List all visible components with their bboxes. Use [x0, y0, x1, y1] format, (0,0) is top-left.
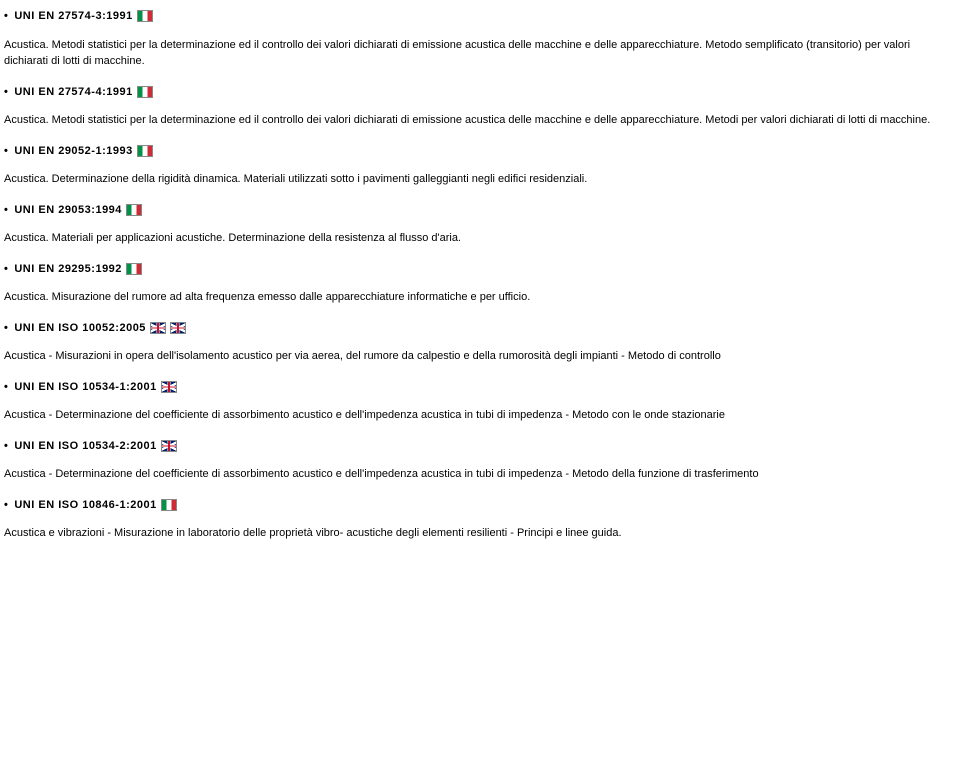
bullet: • [4, 84, 8, 101]
standard-code: UNI EN ISO 10052:2005 [14, 320, 146, 337]
standard-code-line: • UNI EN ISO 10846-1:2001 [4, 497, 956, 514]
flag-italy-icon [137, 86, 153, 98]
flag-italy-icon [126, 204, 142, 216]
standard-code-line: • UNI EN ISO 10534-1:2001 [4, 379, 956, 396]
standard-entry: • UNI EN 29053:1994 Acustica. Materiali pe… [4, 202, 956, 247]
flag-italy-icon [137, 10, 153, 22]
flag-uk-icon [161, 440, 177, 452]
standard-description: Acustica - Determinazione del coefficien… [4, 466, 956, 483]
standard-description: Acustica. Metodi statistici per la deter… [4, 112, 956, 129]
bullet: • [4, 261, 8, 278]
standard-code-line: • UNI EN 27574-4:1991 [4, 84, 956, 101]
flag-uk-icon [170, 322, 186, 334]
standard-code: UNI EN 29052-1:1993 [14, 143, 132, 160]
standard-code: UNI EN 27574-3:1991 [14, 8, 132, 25]
flag-italy-icon [161, 499, 177, 511]
standard-description: Acustica - Determinazione del coefficien… [4, 407, 956, 424]
standard-description: Acustica e vibrazioni - Misurazione in l… [4, 525, 956, 542]
standard-code: UNI EN 29295:1992 [14, 261, 122, 278]
standard-entry: • UNI EN ISO 10534-1:2001 Acustica - Deter… [4, 379, 956, 424]
standard-entry: • UNI EN ISO 10846-1:2001 Acustica e vibra… [4, 497, 956, 542]
bullet: • [4, 438, 8, 455]
bullet: • [4, 8, 8, 25]
standard-description: Acustica. Determinazione della rigidità … [4, 171, 956, 188]
standard-entry: • UNI EN 29052-1:1993 Acustica. Determinaz… [4, 143, 956, 188]
flag-italy-icon [126, 263, 142, 275]
standard-description: Acustica. Metodi statistici per la deter… [4, 37, 956, 70]
standard-description: Acustica. Materiali per applicazioni acu… [4, 230, 956, 247]
standard-entry: • UNI EN 27574-3:1991 Acustica. Metodi st… [4, 8, 956, 70]
standard-entry: • UNI EN ISO 10052:2005 Acustica - Misuraz… [4, 320, 956, 365]
flag-uk-icon [161, 381, 177, 393]
flag-italy-icon [137, 145, 153, 157]
flag-uk-icon [150, 322, 166, 334]
standards-list: • UNI EN 27574-3:1991 Acustica. Metodi st… [4, 8, 956, 542]
bullet: • [4, 379, 8, 396]
bullet: • [4, 202, 8, 219]
standard-code-line: • UNI EN ISO 10052:2005 [4, 320, 956, 337]
standard-code: UNI EN ISO 10534-2:2001 [14, 438, 156, 455]
standard-description: Acustica - Misurazioni in opera dell'iso… [4, 348, 956, 365]
standard-entry: • UNI EN ISO 10534-2:2001 Acustica - Deter… [4, 438, 956, 483]
standard-code-line: • UNI EN 29053:1994 [4, 202, 956, 219]
standard-code-line: • UNI EN 29295:1992 [4, 261, 956, 278]
bullet: • [4, 320, 8, 337]
standard-code: UNI EN 27574-4:1991 [14, 84, 132, 101]
standard-code-line: • UNI EN 29052-1:1993 [4, 143, 956, 160]
standard-code: UNI EN 29053:1994 [14, 202, 122, 219]
standard-code: UNI EN ISO 10846-1:2001 [14, 497, 156, 514]
standard-code: UNI EN ISO 10534-1:2001 [14, 379, 156, 396]
bullet: • [4, 497, 8, 514]
standard-description: Acustica. Misurazione del rumore ad alta… [4, 289, 956, 306]
standard-entry: • UNI EN 27574-4:1991 Acustica. Metodi sta… [4, 84, 956, 129]
standard-code-line: • UNI EN 27574-3:1991 [4, 8, 956, 25]
standard-code-line: • UNI EN ISO 10534-2:2001 [4, 438, 956, 455]
standard-entry: • UNI EN 29295:1992 Acustica. Misurazione … [4, 261, 956, 306]
bullet: • [4, 143, 8, 160]
